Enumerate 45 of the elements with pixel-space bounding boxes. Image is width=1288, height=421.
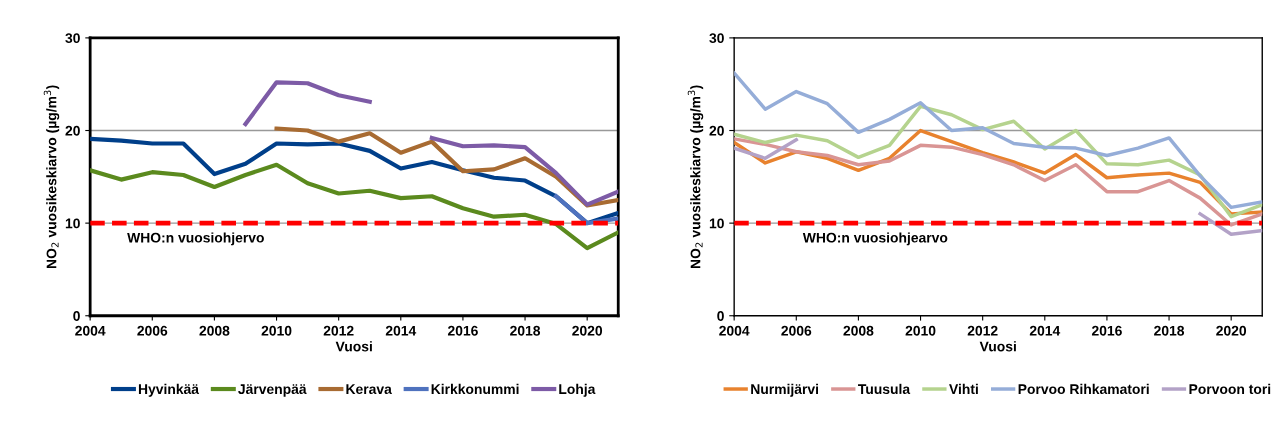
legend-label: Tuusula bbox=[858, 383, 911, 395]
x-tick-label: 2018 bbox=[1154, 325, 1185, 336]
legend-label: Kirkkonummi bbox=[431, 383, 519, 395]
x-tick-label: 2006 bbox=[781, 325, 812, 336]
y-tick-label: 30 bbox=[65, 33, 80, 44]
x-tick-label: 2020 bbox=[572, 325, 603, 336]
y-tick-label: 0 bbox=[717, 311, 724, 321]
line-series bbox=[90, 162, 619, 251]
x-tick-label: 2010 bbox=[905, 325, 936, 336]
legend-label: Kerava bbox=[346, 384, 392, 395]
x-tick-label: 2018 bbox=[510, 325, 541, 336]
legend-label: Porvoon tori bbox=[1189, 383, 1271, 395]
legend-label: Porvoo Rihkamatori bbox=[1018, 383, 1149, 395]
x-axis-title: Vuosi bbox=[979, 341, 1016, 352]
y-tick-label: 20 bbox=[709, 125, 724, 136]
ref-line-label: WHO:n vuosiohjearvo bbox=[802, 232, 948, 246]
x-tick-label: 2006 bbox=[137, 325, 168, 336]
x-tick-label: 2004 bbox=[719, 325, 750, 336]
x-tick-label: 2016 bbox=[1091, 325, 1122, 336]
y-axis-title: NO$_{2}$ vuosikeskiarvo (µg/m$^{3}$) bbox=[43, 85, 60, 269]
ref-line-label: WHO:n vuosiohjervo bbox=[127, 232, 264, 246]
x-tick-label: 2004 bbox=[75, 325, 106, 336]
y-axis-title: NO$_{2}$ vuosikeskiarvo (µg/m$^{3}$) bbox=[687, 85, 704, 269]
legend-label: Lohja bbox=[559, 383, 596, 397]
legend-label: Hyvinkää bbox=[138, 383, 200, 397]
x-tick-label: 2008 bbox=[843, 325, 874, 336]
y-tick-label: 30 bbox=[709, 33, 724, 44]
y-tick-label: 10 bbox=[709, 218, 724, 229]
y-tick-label: 20 bbox=[65, 125, 80, 136]
x-tick-label: 2012 bbox=[323, 325, 354, 336]
x-tick-label: 2016 bbox=[447, 325, 478, 336]
x-axis-title: Vuosi bbox=[335, 341, 372, 352]
legend-label: Vihti bbox=[949, 383, 978, 395]
line-series bbox=[734, 71, 1263, 210]
x-tick-label: 2020 bbox=[1216, 325, 1247, 336]
x-tick-label: 2008 bbox=[199, 325, 230, 336]
x-tick-label: 2014 bbox=[1029, 325, 1061, 336]
y-tick-label: 0 bbox=[73, 311, 80, 321]
x-tick-label: 2014 bbox=[385, 325, 417, 336]
legend-label: Nurmijärvi bbox=[751, 383, 818, 397]
y-tick-label: 10 bbox=[65, 218, 80, 229]
legend-label: Järvenpää bbox=[238, 384, 307, 397]
x-tick-label: 2012 bbox=[967, 325, 998, 336]
line-series bbox=[734, 104, 1263, 219]
x-tick-label: 2010 bbox=[261, 325, 292, 336]
